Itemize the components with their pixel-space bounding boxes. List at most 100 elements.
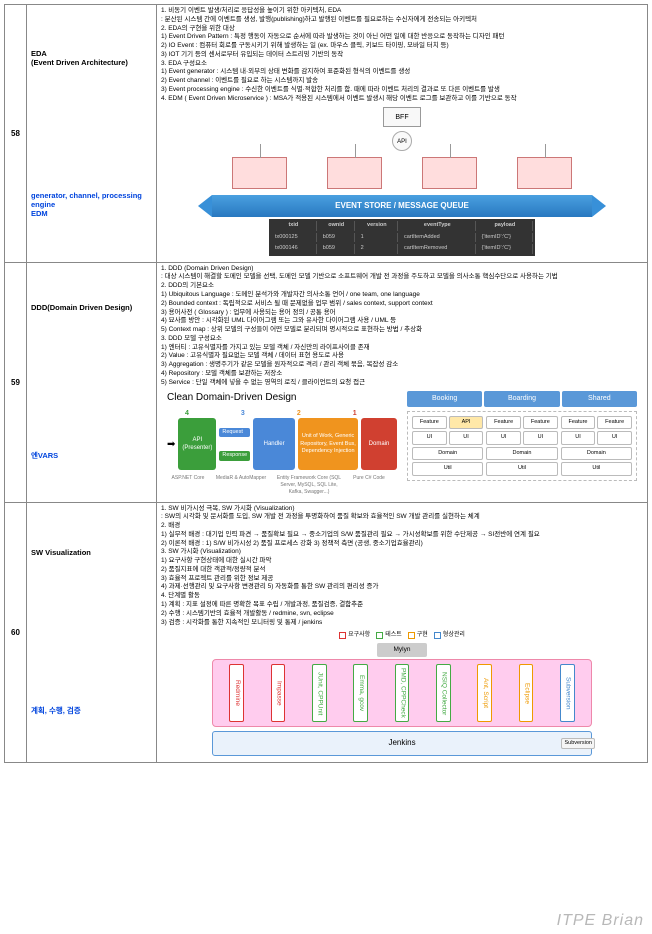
event-log-table: txidownidversioneventTypepayload tx00012… — [269, 219, 535, 255]
ddd-title: Clean Domain-Driven Design — [167, 391, 397, 405]
feature-box: Feature — [412, 416, 447, 429]
legend-swatch — [339, 632, 346, 639]
api-box: API — [449, 416, 484, 429]
td: tx000146 — [271, 244, 317, 253]
service-box — [232, 157, 287, 189]
tool-box: Emma, gcov — [353, 664, 368, 722]
th: ownid — [319, 221, 355, 230]
ddd-flow: Clean Domain-Driven Design 4 3 2 1 ➡ API… — [167, 391, 397, 495]
legend-text: 형상관리 — [443, 631, 465, 639]
event-queue-bar: EVENT STORE / MESSAGE QUEUE — [212, 195, 592, 217]
topic-cell: EDA (Event Driven Architecture) generato… — [27, 5, 157, 262]
jenkins-label: Jenkins — [388, 738, 415, 747]
request-label: Request — [219, 428, 250, 437]
content-text: 1. SW 비가시성 극복, SW 가시화 (Visualization) : … — [161, 505, 643, 628]
td: {'itemID':'C'} — [478, 244, 533, 253]
content-cell: 1. DDD (Domain Driven Design) : 대상 시스템이 … — [157, 263, 647, 502]
api-circle: API — [392, 131, 412, 151]
table-row: tx000125b0591cartItemAdded{'itemID':'C'} — [271, 233, 533, 242]
td: b059 — [319, 233, 355, 242]
response-label: Response — [219, 451, 250, 460]
topic-sub: 계획, 수행, 검증 — [31, 705, 81, 716]
service-box — [422, 157, 477, 189]
row-58: 58 EDA (Event Driven Architecture) gener… — [5, 5, 647, 263]
util-box: Util — [412, 462, 483, 475]
tab: Booking — [407, 391, 482, 406]
step-num: 2 — [297, 409, 301, 418]
td: 1 — [357, 233, 398, 242]
watermark: ITPE Brian — [557, 912, 644, 930]
ui-box: UI — [449, 431, 484, 444]
ui-box: UI — [561, 431, 596, 444]
arrow-left-icon — [198, 195, 212, 217]
domain-box: Domain — [412, 447, 483, 460]
tool-box: Subversion — [560, 664, 575, 722]
legend-item: 요구사항 — [339, 631, 370, 639]
tab: Shared — [562, 391, 637, 406]
tool-box: JUnit, CPPUnit — [312, 664, 327, 722]
legend-swatch — [376, 632, 383, 639]
arrow-right-icon — [592, 195, 606, 217]
subversion-badge: Subversion — [561, 738, 595, 749]
tools-container: RedmineImpasseJUnit, CPPUnitEmma, gcovPM… — [212, 659, 592, 727]
feature-box: Feature — [486, 416, 521, 429]
th: version — [357, 221, 398, 230]
req-resp: Request Response — [219, 428, 250, 461]
step-num: 4 — [185, 409, 189, 418]
services — [212, 157, 592, 189]
topic-sub: generator, channel, processing engine ED… — [31, 191, 152, 218]
content-cell: 1. 비동기 이벤트 발생/처리로 응답성을 높이기 위한 아키텍처, EDA … — [157, 5, 647, 262]
topic-cell: DDD(Domain Driven Design) 엔VARS — [27, 263, 157, 502]
tool-box: PMD, CPPCheck — [395, 664, 410, 722]
legend: 요구사항 테스트 구현 형상관리 — [212, 631, 592, 639]
mylyn-box: Mylyn — [377, 643, 427, 657]
service-box — [517, 157, 572, 189]
td: {'itemID':'C'} — [478, 233, 533, 242]
tool-box: Eclipse — [519, 664, 534, 722]
legend-swatch — [434, 632, 441, 639]
row-num: 60 — [5, 503, 27, 763]
sub-label: ASP.NET Core — [167, 475, 209, 495]
legend-item: 형상관리 — [434, 631, 465, 639]
ddd-diagram: Clean Domain-Driven Design 4 3 2 1 ➡ API… — [161, 387, 643, 499]
row-60: 60 SW Visualization 계획, 수행, 검증 1. SW 비가시… — [5, 503, 647, 763]
feature-box: Feature — [561, 416, 596, 429]
th: eventType — [400, 221, 476, 230]
util-box: Util — [486, 462, 557, 475]
topic-main: DDD(Domain Driven Design) — [31, 303, 132, 312]
row-num: 58 — [5, 5, 27, 262]
legend-text: 테스트 — [385, 631, 402, 639]
domain-box: Domain — [561, 447, 632, 460]
th: payload — [478, 221, 533, 230]
bff-box: BFF — [383, 107, 421, 127]
td: b059 — [319, 244, 355, 253]
content-cell: 1. SW 비가시성 극복, SW 가시화 (Visualization) : … — [157, 503, 647, 763]
sub-label: Entity Framework Core (SQL Server, MySQL… — [273, 475, 345, 495]
tool-box: NSIQ Collector — [436, 664, 451, 722]
handler-step: Handler — [253, 418, 295, 470]
td: tx000125 — [271, 233, 317, 242]
step-num: 3 — [241, 409, 245, 418]
feature-box: Feature — [597, 416, 632, 429]
ui-box: UI — [597, 431, 632, 444]
domain-box: Domain — [486, 447, 557, 460]
jenkins-box: Jenkins Subversion — [212, 731, 592, 756]
tool-box: Redmine — [229, 664, 244, 722]
legend-swatch — [408, 632, 415, 639]
feature-box: Feature — [523, 416, 558, 429]
td: cartItemRemoved — [400, 244, 476, 253]
uow-step: Unit of Work, Generic Repository, Event … — [298, 418, 358, 470]
topic-sub: 엔VARS — [31, 450, 58, 461]
topic-cell: SW Visualization 계획, 수행, 검증 — [27, 503, 157, 763]
api-step: API (Presenter) — [178, 418, 216, 470]
legend-text: 요구사항 — [348, 631, 370, 639]
legend-text: 구현 — [417, 631, 428, 639]
row-59: 59 DDD(Domain Driven Design) 엔VARS 1. DD… — [5, 263, 647, 503]
service-box — [327, 157, 382, 189]
sw-diagram: 요구사항테스트구현형상관리 Mylyn RedmineImpasseJUnit,… — [161, 627, 643, 760]
sub-label: MediaR & AutoMapper — [213, 475, 269, 495]
ui-box: UI — [523, 431, 558, 444]
legend-item: 테스트 — [376, 631, 402, 639]
eda-diagram: BFF API EVENT STORE / MESSAGE QUEUE txid… — [161, 103, 643, 259]
td: cartItemAdded — [400, 233, 476, 242]
